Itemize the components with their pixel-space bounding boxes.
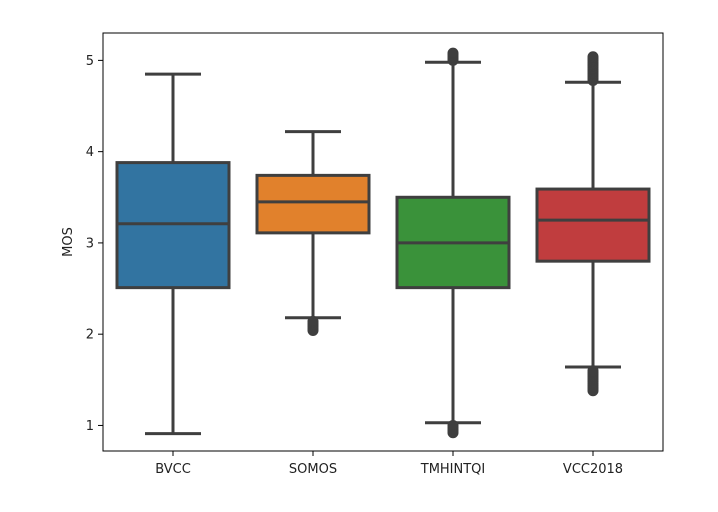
x-tick-label: SOMOS: [289, 462, 337, 477]
outlier-point: [447, 419, 459, 431]
x-axis: BVCC SOMOS TMHINTQI VCC2018: [155, 451, 623, 477]
outlier-point: [447, 47, 459, 59]
y-tick-label: 5: [86, 54, 94, 69]
box-vcc2018: [535, 51, 651, 397]
box-tmhintqi: [395, 47, 511, 439]
y-tick-label: 3: [86, 236, 94, 251]
iqr-box: [535, 187, 651, 263]
plot-frame: [102, 32, 664, 452]
x-tick-label: BVCC: [155, 462, 191, 477]
y-axis-label: MOS: [61, 227, 76, 257]
box-somos: [255, 130, 371, 337]
outlier-point: [307, 315, 319, 327]
plot-area: [115, 47, 651, 439]
y-axis: 1 2 3 4 5: [86, 54, 103, 434]
box-bvcc: [115, 72, 231, 436]
outlier-point: [587, 365, 599, 377]
iqr-box: [255, 173, 371, 235]
x-tick-label: TMHINTQI: [420, 462, 486, 477]
y-tick-label: 4: [86, 145, 94, 160]
outlier-point: [587, 51, 599, 63]
x-tick-label: VCC2018: [563, 462, 623, 477]
y-tick-label: 1: [86, 419, 94, 434]
y-tick-label: 2: [86, 328, 94, 343]
